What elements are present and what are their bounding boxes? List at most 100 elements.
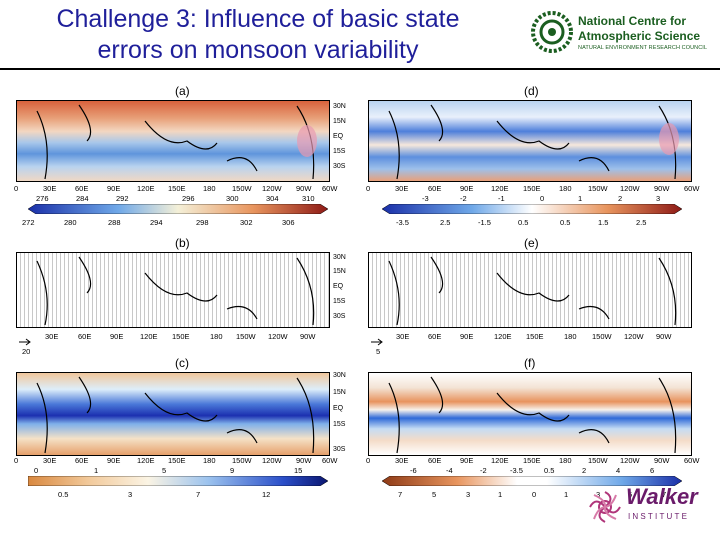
panel-d-lon-5: 120E	[491, 184, 509, 193]
map-e-coastlines	[388, 256, 677, 326]
panel-d-label: (d)	[524, 84, 539, 98]
cb-d-bot-2: 2.5	[440, 218, 451, 227]
panel-a-lon-11: 60W	[322, 184, 338, 193]
panel-d-lon-4: 90E	[460, 184, 474, 193]
cb-d-top-7: 3	[656, 194, 661, 203]
panel-c-lon-6: 150E	[168, 456, 186, 465]
panel-d-lon-2: 30E	[395, 184, 409, 193]
panel-f-lon-1: 0	[366, 456, 371, 465]
panel-c-lon-7: 180	[203, 456, 216, 465]
panel-c-lon-5: 120E	[137, 456, 155, 465]
panel-f-lon-9: 120W	[620, 456, 640, 465]
cb-c-top-1: 0	[34, 466, 39, 475]
cb-a-bot-1: 272	[22, 218, 35, 227]
panel-c-lat-2: 15N	[333, 389, 346, 396]
map-d-coastlines	[388, 104, 679, 180]
panel-b-lon-5: 150E	[172, 332, 190, 341]
cb-f-top-2: -4	[446, 466, 453, 475]
panel-c-lat-5: 30S	[333, 446, 346, 453]
panel-c-lat-4: 15S	[333, 421, 346, 428]
cb-f-top-1: -6	[410, 466, 417, 475]
panel-c-lon-10: 90W	[296, 456, 312, 465]
cb-c-top-2: 1	[94, 466, 99, 475]
map-b-coastlines	[36, 256, 315, 326]
panel-b-lat-4: 15S	[333, 298, 346, 305]
walker-wordmark: Walker	[626, 484, 698, 509]
cb-a-bot-7: 306	[282, 218, 295, 227]
cb-f-bot-9: 7	[662, 490, 667, 499]
panel-a-lon-5: 120E	[137, 184, 155, 193]
panel-c-lon-3: 60E	[75, 456, 89, 465]
panel-b-lon-7: 150W	[236, 332, 256, 341]
panel-b-lon-9: 90W	[300, 332, 316, 341]
cb-d-top-1: -3	[422, 194, 429, 203]
panel-f-lon-3: 60E	[428, 456, 442, 465]
cb-c-top-3: 5	[162, 466, 167, 475]
panel-b-lon-4: 120E	[140, 332, 158, 341]
panel-b-lon-6: 180	[210, 332, 223, 341]
panel-a-lat-4: 15S	[333, 148, 346, 155]
panel-d-lon-11: 60W	[684, 184, 700, 193]
panel-f-lon-11: 60W	[684, 456, 700, 465]
ncas-emblem-icon	[531, 11, 573, 53]
panel-a-lat-3: EQ	[333, 133, 344, 140]
panel-a-lon-2: 30E	[43, 184, 57, 193]
panel-e-lon-3: 90E	[460, 332, 474, 341]
cb-a-bot-5: 298	[196, 218, 209, 227]
cb-a-bot-6: 302	[240, 218, 253, 227]
colorbar-c	[28, 476, 328, 486]
panel-a-lat-2: 15N	[333, 118, 346, 125]
panel-c-lon-8: 150W	[232, 456, 252, 465]
panel-e-lon-5: 150E	[526, 332, 544, 341]
map-panel-f	[368, 372, 692, 456]
panel-e-lon-9: 90W	[656, 332, 672, 341]
cb-a-top-1: 276	[36, 194, 49, 203]
panel-d-lon-6: 150E	[523, 184, 541, 193]
panel-b-lon-1: 30E	[45, 332, 59, 341]
panel-c-lon-4: 90E	[107, 456, 121, 465]
cb-c-bot-2: 3	[128, 490, 133, 499]
panel-a-lon-9: 120W	[262, 184, 282, 193]
cb-d-top-2: -2	[460, 194, 467, 203]
cb-d-bot-4: 0.5	[518, 218, 529, 227]
cb-f-bot-4: 1	[498, 490, 503, 499]
ncas-name-line2: Atmospheric Science	[578, 29, 701, 43]
colorbar-a	[28, 204, 328, 214]
cb-a-bot-3: 288	[108, 218, 121, 227]
panel-b-lat-2: 15N	[333, 268, 346, 275]
title-divider	[0, 68, 720, 70]
walker-swirl-icon	[589, 491, 621, 523]
map-panel-c	[16, 372, 330, 456]
panel-a-lat-1: 30N	[333, 103, 346, 110]
cb-c-bot-1: 0.5	[58, 490, 69, 499]
cb-d-bot-1: -3.5	[396, 218, 409, 227]
panel-e-label: (e)	[524, 236, 539, 250]
cb-f-bot-7: 3	[596, 490, 601, 499]
colorbar-d	[382, 204, 682, 214]
panel-c-lon-9: 120W	[262, 456, 282, 465]
panel-e-lon-4: 120E	[494, 332, 512, 341]
panel-a-lon-3: 60E	[75, 184, 89, 193]
cb-a-top-2: 284	[76, 194, 89, 203]
cb-d-bot-7: 2.5	[636, 218, 647, 227]
walker-institute-text: INSTITUTE	[628, 512, 690, 521]
cb-d-top-5: 1	[578, 194, 583, 203]
slide-title-line1: Challenge 3: Influence of basic state	[56, 5, 460, 33]
map-panel-e	[368, 252, 692, 328]
panel-e-lon-8: 120W	[624, 332, 644, 341]
panel-a-lon-8: 150W	[232, 184, 252, 193]
cb-d-bot-5: 0.5	[560, 218, 571, 227]
cb-c-bot-4: 12	[262, 490, 271, 499]
panel-a-lon-7: 180	[203, 184, 216, 193]
cb-d-top-6: 2	[618, 194, 623, 203]
walker-institute-logo: Walker INSTITUTE	[586, 484, 716, 534]
panel-b-lon-3: 90E	[110, 332, 124, 341]
panel-b-lat-5: 30S	[333, 313, 346, 320]
ncas-name-line3: NATURAL ENVIRONMENT RESEARCH COUNCIL	[578, 45, 708, 51]
map-a-coastlines	[36, 104, 317, 180]
ref-vector-e-arrow-icon	[371, 338, 383, 346]
panel-c-label: (c)	[175, 356, 189, 370]
panel-b-lat-1: 30N	[333, 254, 346, 261]
panel-f-lon-5: 120E	[491, 456, 509, 465]
ref-vector-b-arrow-icon	[19, 338, 31, 346]
